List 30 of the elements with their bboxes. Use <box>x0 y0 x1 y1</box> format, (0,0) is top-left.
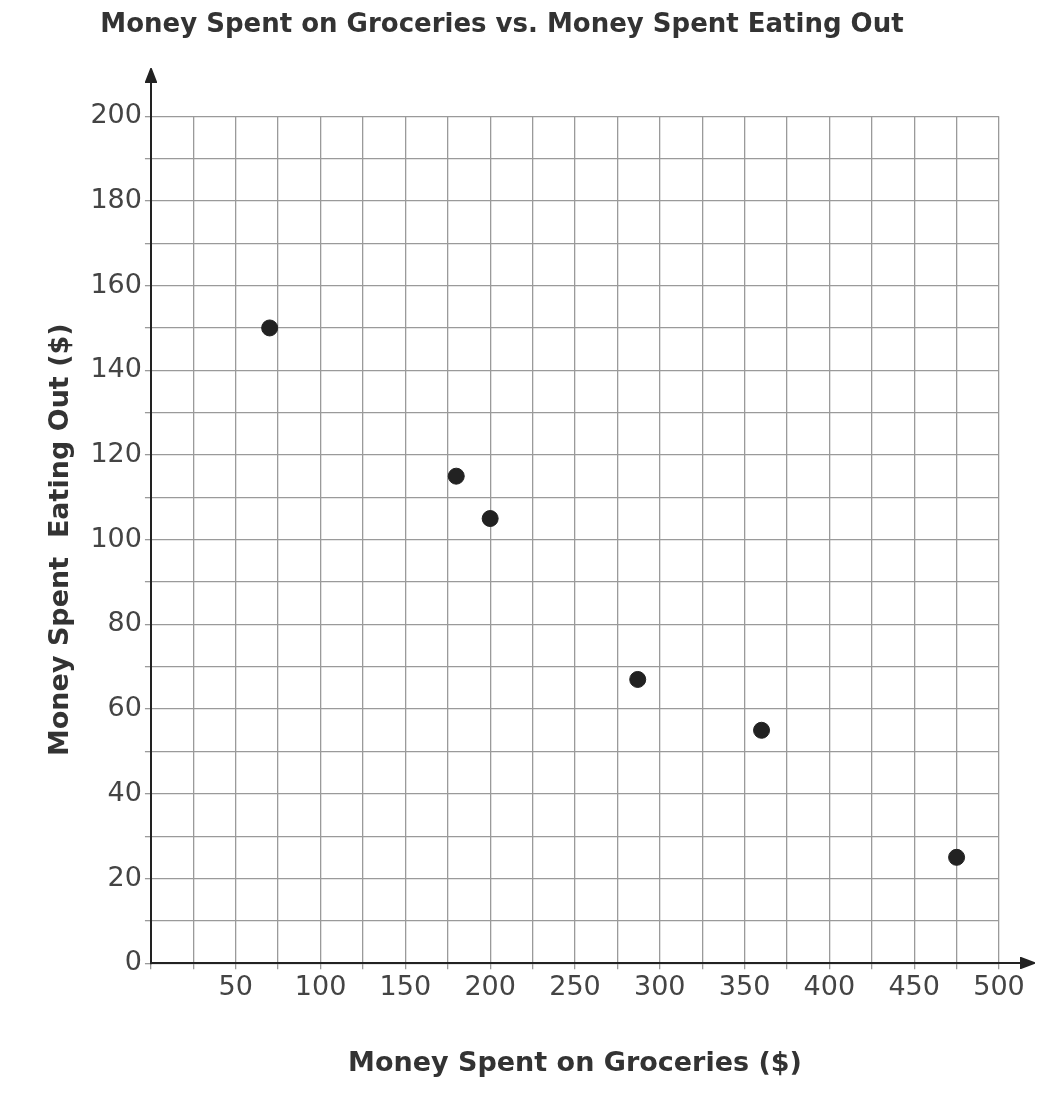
x-tick-label: 450 <box>888 970 940 1002</box>
x-tick-label: 400 <box>803 970 856 1002</box>
point <box>481 510 499 528</box>
y-tick-label: 0 <box>124 945 142 977</box>
y-tick-label: 60 <box>107 691 142 723</box>
x-tick-label: 500 <box>973 970 1025 1002</box>
x-tick-label: 100 <box>294 970 347 1002</box>
y-tick-label: 120 <box>90 437 142 469</box>
y-tick-label: 140 <box>90 352 142 384</box>
y-tick-label: 20 <box>107 860 142 892</box>
chart-title: Money Spent on Groceries vs. Money Spent Eating Out <box>100 8 904 39</box>
x-tick-label: 250 <box>549 970 601 1002</box>
y-tick-label: 180 <box>90 182 142 214</box>
x-tick-label: 350 <box>718 970 771 1002</box>
x-tick-label: 150 <box>379 970 432 1002</box>
y-tick-label: 80 <box>107 606 142 638</box>
point <box>629 670 647 688</box>
x-tick-label: 50 <box>218 970 253 1002</box>
y-tick-label: 40 <box>107 775 142 807</box>
point <box>447 467 465 485</box>
x-tick-label: 200 <box>464 970 516 1002</box>
point <box>948 848 966 866</box>
x-tick-label: 300 <box>634 970 686 1002</box>
y-tick-label: 200 <box>90 98 142 130</box>
y-tick-label: 160 <box>90 267 142 299</box>
point <box>261 319 279 337</box>
point <box>753 721 771 739</box>
x-axis-title: Money Spent on Groceries ($) <box>348 1045 802 1077</box>
y-axis-title: Money Spent Eating Out ($) <box>43 323 75 757</box>
y-tick-label: 100 <box>90 521 142 553</box>
